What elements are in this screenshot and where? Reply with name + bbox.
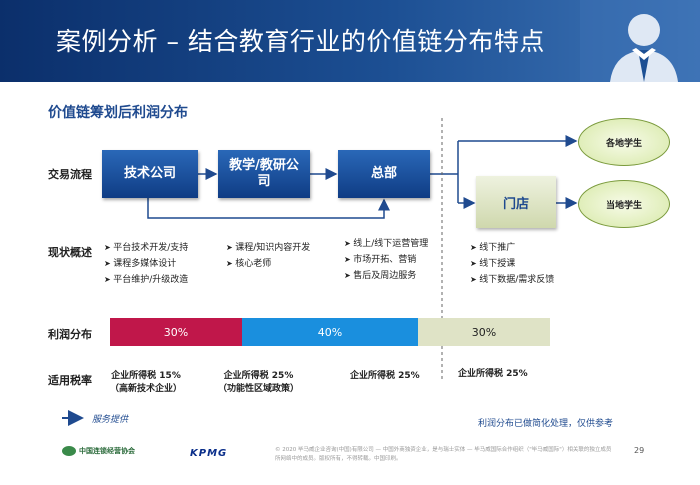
tax-store: 企业所得税 25% bbox=[458, 369, 528, 379]
teaching-company-box: 教学/教研公司 bbox=[218, 150, 310, 198]
list-item: 平台维护/升级改造 bbox=[104, 272, 188, 288]
list-item: 课程/知识内容开发 bbox=[226, 240, 310, 256]
page-title: 案例分析 – 结合教育行业的价值链分布特点 bbox=[56, 27, 545, 56]
list-item: 市场开拓、营销 bbox=[344, 252, 428, 268]
simplification-note: 利润分布已做简化处理，仅供参考 bbox=[478, 419, 614, 429]
teaching-description: 课程/知识内容开发 核心老师 bbox=[226, 240, 310, 272]
tax-note: （功能性区域政策） bbox=[218, 384, 300, 394]
hq-description: 线上/线下运营管理 市场开拓、营销 售后及周边服务 bbox=[344, 236, 428, 284]
profit-bar-1: 30% bbox=[110, 318, 242, 346]
list-item: 课程多媒体设计 bbox=[104, 256, 188, 272]
list-item: 线上/线下运营管理 bbox=[344, 236, 428, 252]
profit-bar-3: 30% bbox=[418, 318, 550, 346]
list-item: 售后及周边服务 bbox=[344, 268, 428, 284]
headquarters-box: 总部 bbox=[338, 150, 430, 198]
tax-note: （高新技术企业） bbox=[110, 384, 183, 394]
logo-cn-text: 中国连锁经营协会 bbox=[79, 447, 135, 455]
tax-teaching: 企业所得税 25% （功能性区域政策） bbox=[218, 370, 299, 396]
store-box: 门店 bbox=[476, 176, 556, 228]
kpmg-logo: KPMG bbox=[190, 448, 228, 459]
row-label-tax: 适用税率 bbox=[48, 374, 92, 387]
section-title: 价值链筹划后利润分布 bbox=[48, 105, 188, 121]
tax-hq: 企业所得税 25% bbox=[350, 371, 420, 381]
row-label-overview: 现状概述 bbox=[48, 246, 92, 259]
list-item: 核心老师 bbox=[226, 256, 310, 272]
regional-students-oval: 各地学生 bbox=[578, 118, 670, 166]
list-item: 线下授课 bbox=[470, 256, 554, 272]
local-students-oval: 当地学生 bbox=[578, 180, 670, 228]
list-item: 线下数据/需求反馈 bbox=[470, 272, 554, 288]
ccfa-logo: 中国连锁经营协会 bbox=[62, 446, 135, 456]
tax-rate: 企业所得税 15% bbox=[111, 371, 181, 381]
profit-bar-2: 40% bbox=[242, 318, 418, 346]
tech-company-box: 技术公司 bbox=[102, 150, 198, 198]
row-label-flow: 交易流程 bbox=[48, 168, 92, 181]
footer-disclaimer: © 2020 毕马威企业咨询(中国)有限公司 — 中国外商独资企业，是与瑞士实体… bbox=[275, 447, 612, 462]
businessman-icon bbox=[580, 0, 700, 82]
logo-emblem-icon bbox=[62, 446, 76, 456]
tech-description: 平台技术开发/支持 课程多媒体设计 平台维护/升级改造 bbox=[104, 240, 188, 288]
tax-tech: 企业所得税 15% （高新技术企业） bbox=[110, 370, 182, 396]
store-description: 线下推广 线下授课 线下数据/需求反馈 bbox=[470, 240, 554, 288]
row-label-profit: 利润分布 bbox=[48, 328, 92, 341]
tax-rate: 企业所得税 25% bbox=[223, 371, 294, 381]
page-number: 29 bbox=[634, 446, 645, 455]
header-banner: 案例分析 – 结合教育行业的价值链分布特点 bbox=[0, 0, 700, 82]
list-item: 平台技术开发/支持 bbox=[104, 240, 188, 256]
list-item: 线下推广 bbox=[470, 240, 554, 256]
legend-service-label: 服务提供 bbox=[92, 415, 129, 425]
